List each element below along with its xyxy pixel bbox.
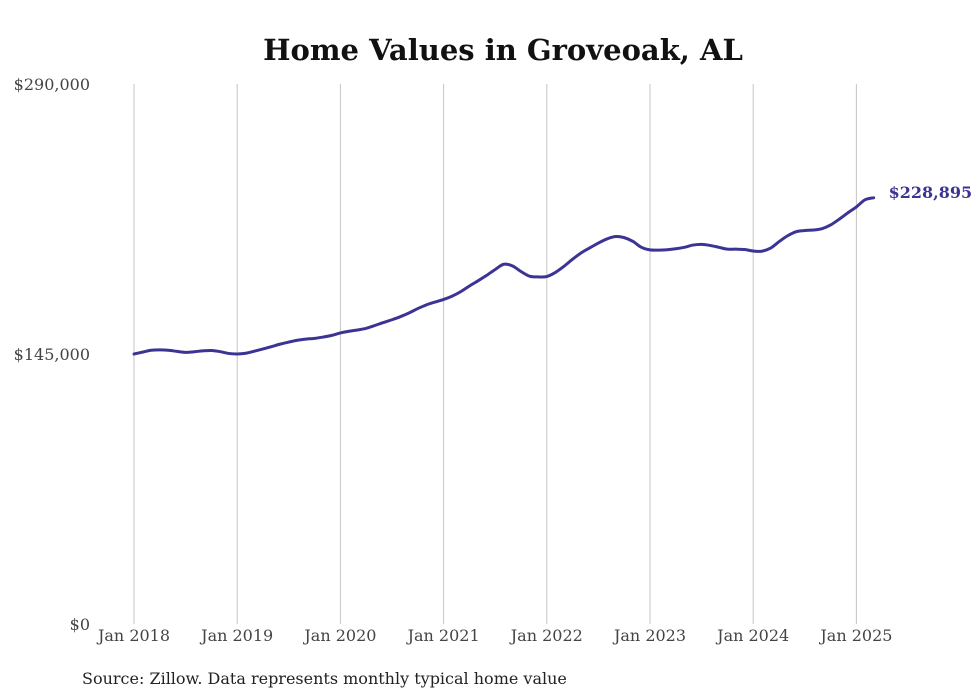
x-tick-label: Jan 2020 xyxy=(302,626,376,645)
y-tick-label: $290,000 xyxy=(14,75,90,94)
x-tick-label: Jan 2024 xyxy=(715,626,789,645)
x-tick-label: Jan 2018 xyxy=(96,626,170,645)
y-tick-label: $145,000 xyxy=(14,345,90,364)
x-axis-ticks: Jan 2018 Jan 2019 Jan 2020 Jan 2021 Jan 2022… xyxy=(96,626,892,645)
x-tick-label: Jan 2025 xyxy=(818,626,892,645)
end-value-label: $228,895 xyxy=(889,183,973,202)
chart-title: Home Values in Groveoak, AL xyxy=(263,33,743,67)
x-tick-label: Jan 2022 xyxy=(509,626,583,645)
y-axis-ticks: $0 $145,000 $290,000 xyxy=(14,75,90,634)
series-group: $228,895 xyxy=(132,183,973,356)
y-tick-label: $0 xyxy=(70,615,90,634)
series-line-0 xyxy=(132,196,876,356)
x-tick-label: Jan 2019 xyxy=(199,626,273,645)
source-note: Source: Zillow. Data represents monthly … xyxy=(82,669,567,688)
x-tick-label: Jan 2021 xyxy=(406,626,480,645)
x-tick-label: Jan 2023 xyxy=(612,626,686,645)
gridlines xyxy=(133,84,857,624)
